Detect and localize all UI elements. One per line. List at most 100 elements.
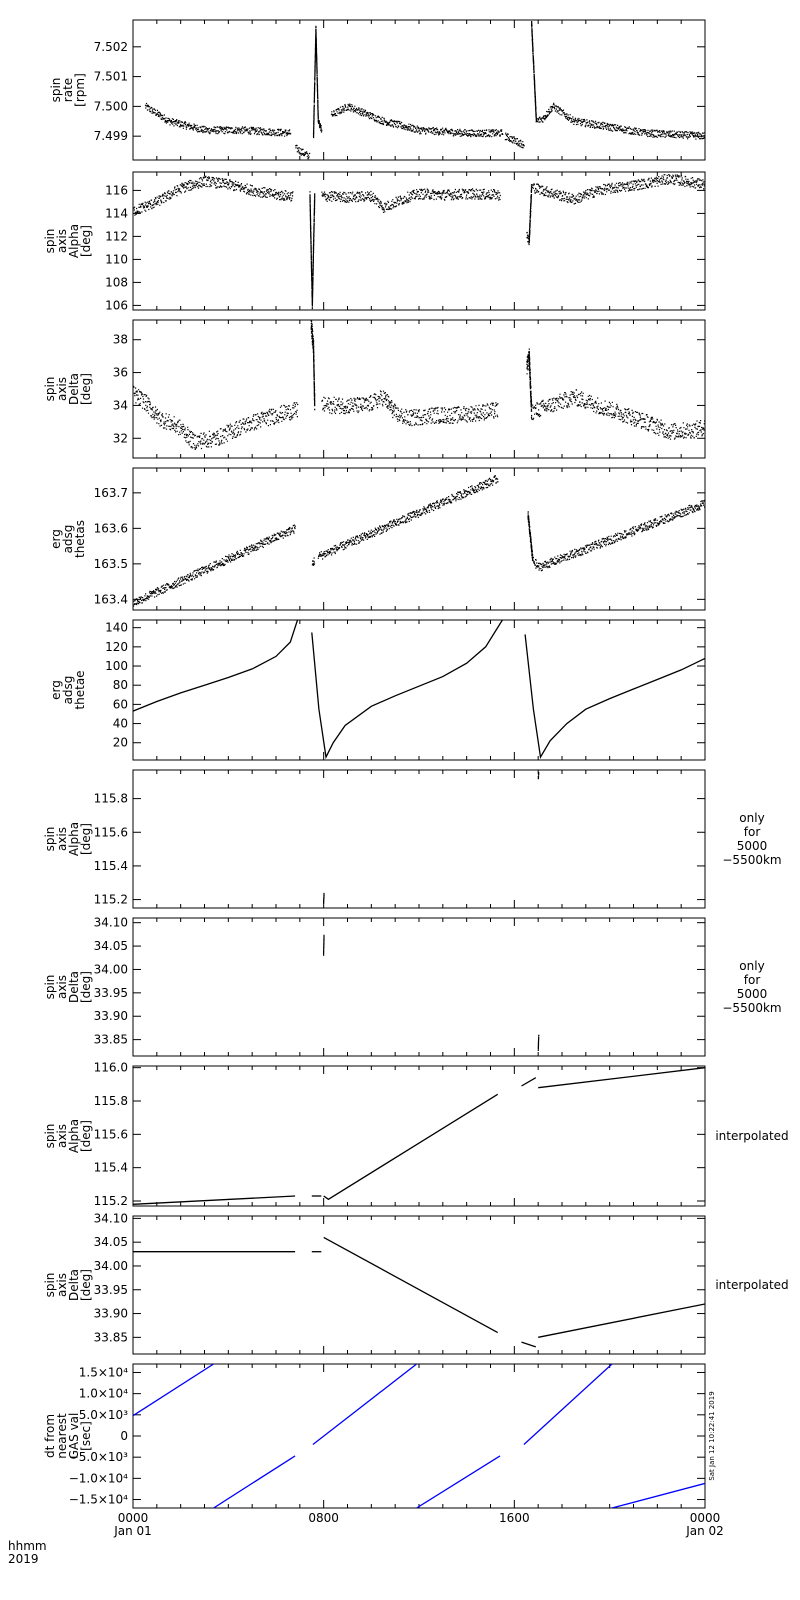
y-axis-label: spin [43,975,57,1000]
y-axis-label: adsg [61,676,75,705]
panel-frame [132,619,706,761]
y-axis-label: [deg] [79,1269,93,1301]
series-points [527,499,705,572]
panel-8: 115.2 115.4 115.6 115.8 116.0 spinaxisAlpha[d… [43,1061,789,1208]
series-points [317,475,499,560]
panel-note: interpolated [715,1129,788,1143]
y-axis-label: adsg [61,525,75,554]
y-tick-label: 116.0 [94,1061,128,1075]
panel-data [323,934,540,1051]
series-line [323,1093,499,1201]
series-line [521,1077,537,1087]
series-line [523,1364,613,1445]
panel-data [133,320,705,450]
x-tick-label: 0000 [118,1511,149,1525]
series-points [323,934,325,956]
panel-note: for [744,973,761,987]
series-line [611,1482,705,1508]
panel-note: for [744,825,761,839]
y-tick-label: 34.00 [94,1259,128,1273]
panel-frame [132,319,706,459]
y-axis-label: GAS val [67,1413,81,1460]
y-axis-label: spin [43,1124,57,1149]
y-tick-label: 33.85 [94,1330,128,1344]
y-tick-label: 7.501 [94,70,128,84]
y-tick-label: 163.7 [94,486,128,500]
y-tick-label: 114 [105,206,128,220]
series-points [537,1034,540,1051]
y-axis-label: [rpm] [73,73,87,107]
y-axis-label: axis [55,229,69,253]
panel-data [133,1364,705,1508]
panel-10: −1.5×10⁴ −1.0×10⁴ −5.0×10³ 0 5.0×10³ 1.0×10⁴ 1… [43,1363,716,1509]
series-points [321,188,501,213]
series-points [144,102,292,137]
y-tick-label: 33.95 [94,986,128,1000]
y-tick-label: 115.6 [94,825,128,839]
y-tick-label: 115.6 [94,1127,128,1141]
panel-9: 33.85 33.90 33.95 34.00 34.05 34.10 spinaxisDe… [43,1211,789,1355]
panel-note: 5000 [737,839,768,853]
series-line [538,1067,705,1089]
series-line [416,1455,501,1508]
y-tick-label: 80 [113,678,128,692]
y-tick-label: 34.00 [94,962,128,976]
y-axis-label: [sec] [79,1421,93,1451]
y-axis-label: Alpha [67,224,81,258]
y-axis-label: [deg] [79,823,93,855]
timestamp-label: Sat Jan 12 10:22:41 2019 [708,1391,716,1480]
y-axis-label: Alpha [67,1119,81,1153]
y-axis-label: [deg] [79,971,93,1003]
series-line [133,1195,296,1205]
series-points [330,103,504,138]
y-tick-label: 34.05 [94,939,128,953]
y-tick-label: 33.95 [94,1283,128,1297]
panels: 7.4997.5007.5017.502spinrate[rpm]1061081… [43,19,789,1538]
y-axis-label: rate [61,78,75,102]
series-points [133,524,296,607]
series-line [133,620,299,712]
x-tick-label: 1600 [499,1511,530,1525]
y-axis-label: [deg] [79,373,93,405]
y-tick-label: 34.10 [94,1211,128,1225]
series-line [213,1455,296,1508]
y-tick-label: 163.6 [94,521,128,535]
y-tick-label: 163.5 [94,557,128,571]
series-points [323,892,325,904]
y-tick-label: 33.85 [94,1033,128,1047]
x-axis-label-hhmm: hhmm [8,1539,47,1553]
panel-data [133,1067,705,1205]
y-tick-label: 110 [105,252,128,266]
y-tick-label: 40 [113,717,128,731]
y-tick-label: 7.499 [94,129,128,143]
y-tick-label: 32 [113,431,128,445]
y-tick-label: 38 [113,333,128,347]
series-points [312,25,323,139]
panel-frame [132,1363,706,1509]
y-tick-label: 7.502 [94,40,128,54]
y-tick-label: 1.5×10⁴ [79,1365,128,1379]
y-tick-label: 7.500 [94,99,128,113]
y-axis-label: axis [55,827,69,851]
y-tick-label: 115.2 [94,1194,128,1208]
series-points [133,175,294,216]
panel-frame [132,917,706,1057]
y-tick-label: 5.0×10³ [79,1408,128,1422]
series-line [323,1236,499,1334]
y-axis-label: Delta [67,373,81,405]
y-axis-label: thetas [73,520,87,558]
y-axis-label: axis [55,975,69,999]
y-axis-label: erg [49,680,63,700]
series-points [311,557,316,566]
series-line [521,1341,537,1348]
y-tick-label: 34 [113,398,128,412]
series-line [524,634,705,760]
y-tick-label: 112 [105,229,128,243]
y-tick-label: 108 [105,275,128,289]
panel-data [323,771,540,904]
panel-note: interpolated [715,1278,788,1292]
x-tick-date-label: Jan 02 [685,1524,724,1538]
